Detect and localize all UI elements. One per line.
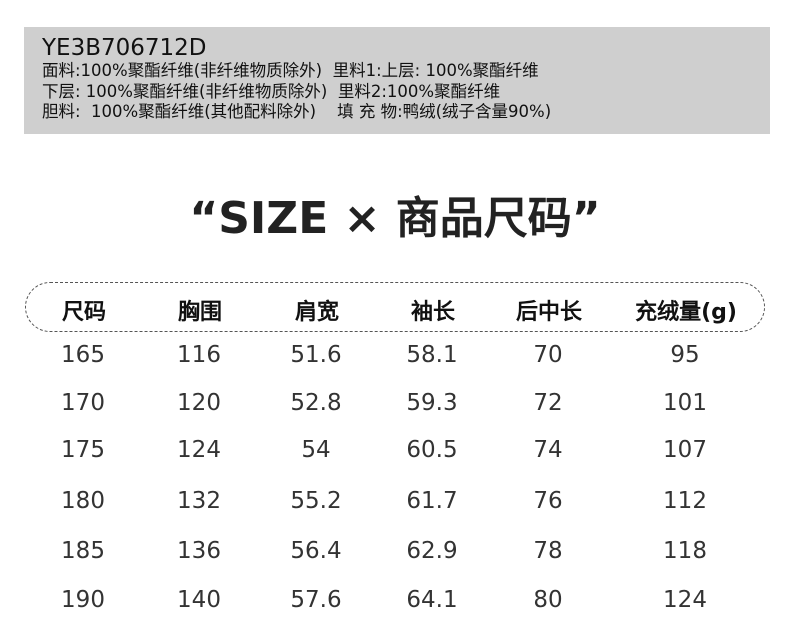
table-cell: 52.8 [290,390,342,416]
page-title: “SIZE × 商品尺码” [189,193,601,244]
column-header: 充绒量(g) [635,300,737,325]
table-row: 170 120 52.8 59.3 72 101 [0,384,790,424]
table-cell: 78 [533,538,563,564]
column-header: 肩宽 [294,300,339,325]
table-cell: 180 [61,488,105,514]
table-row: 180 132 55.2 61.7 76 112 [0,482,790,522]
table-cell: 116 [177,342,221,368]
table-cell: 60.5 [406,437,458,463]
table-cell: 118 [663,538,707,564]
column-header: 尺码 [61,300,106,325]
table-cell: 107 [663,437,707,463]
table-cell: 62.9 [406,538,458,564]
material-line: 胆料: 100%聚酯纤维(其他配料除外) 填 充 物:鸭绒(绒子含量90%) [42,102,552,121]
product-code: YE3B706712D [42,35,207,61]
column-header: 袖长 [410,300,455,325]
table-cell: 64.1 [406,587,458,613]
table-cell: 185 [61,538,105,564]
table-cell: 54 [301,437,331,463]
table-cell: 70 [533,342,563,368]
table-cell: 170 [61,390,105,416]
table-cell: 59.3 [406,390,458,416]
table-row: 190 140 57.6 64.1 80 124 [0,581,790,621]
table-cell: 140 [177,587,221,613]
table-cell: 95 [670,342,700,368]
table-cell: 165 [61,342,105,368]
table-cell: 124 [663,587,707,613]
column-header: 胸围 [177,300,222,325]
table-cell: 190 [61,587,105,613]
table-cell: 76 [533,488,563,514]
table-cell: 132 [177,488,221,514]
table-cell: 55.2 [290,488,342,514]
table-cell: 120 [177,390,221,416]
table-cell: 58.1 [406,342,458,368]
table-cell: 80 [533,587,563,613]
table-cell: 175 [61,437,105,463]
column-header: 后中长 [515,300,582,325]
table-cell: 112 [663,488,707,514]
table-cell: 57.6 [290,587,342,613]
table-cell: 61.7 [406,488,458,514]
table-cell: 124 [177,437,221,463]
table-cell: 51.6 [290,342,342,368]
material-line: 面料:100%聚酯纤维(非纤维物质除外) 里料1:上层: 100%聚酯纤维 [42,61,539,80]
table-cell: 56.4 [290,538,342,564]
table-row: 165 116 51.6 58.1 70 95 [0,336,790,376]
material-line: 下层: 100%聚酯纤维(非纤维物质除外) 里料2:100%聚酯纤维 [42,81,501,101]
table-row: 175 124 54 60.5 74 107 [0,431,790,471]
table-cell: 136 [177,538,221,564]
table-header: 尺码 胸围 肩宽 袖长 后中长 充绒量(g) [25,282,765,332]
table-cell: 74 [533,437,563,463]
product-info-box: YE3B706712D 面料:100%聚酯纤维(非纤维物质除外) 里料1:上层:… [24,27,770,134]
table-cell: 101 [663,390,707,416]
table-row: 185 136 56.4 62.9 78 118 [0,532,790,572]
table-cell: 72 [533,390,563,416]
